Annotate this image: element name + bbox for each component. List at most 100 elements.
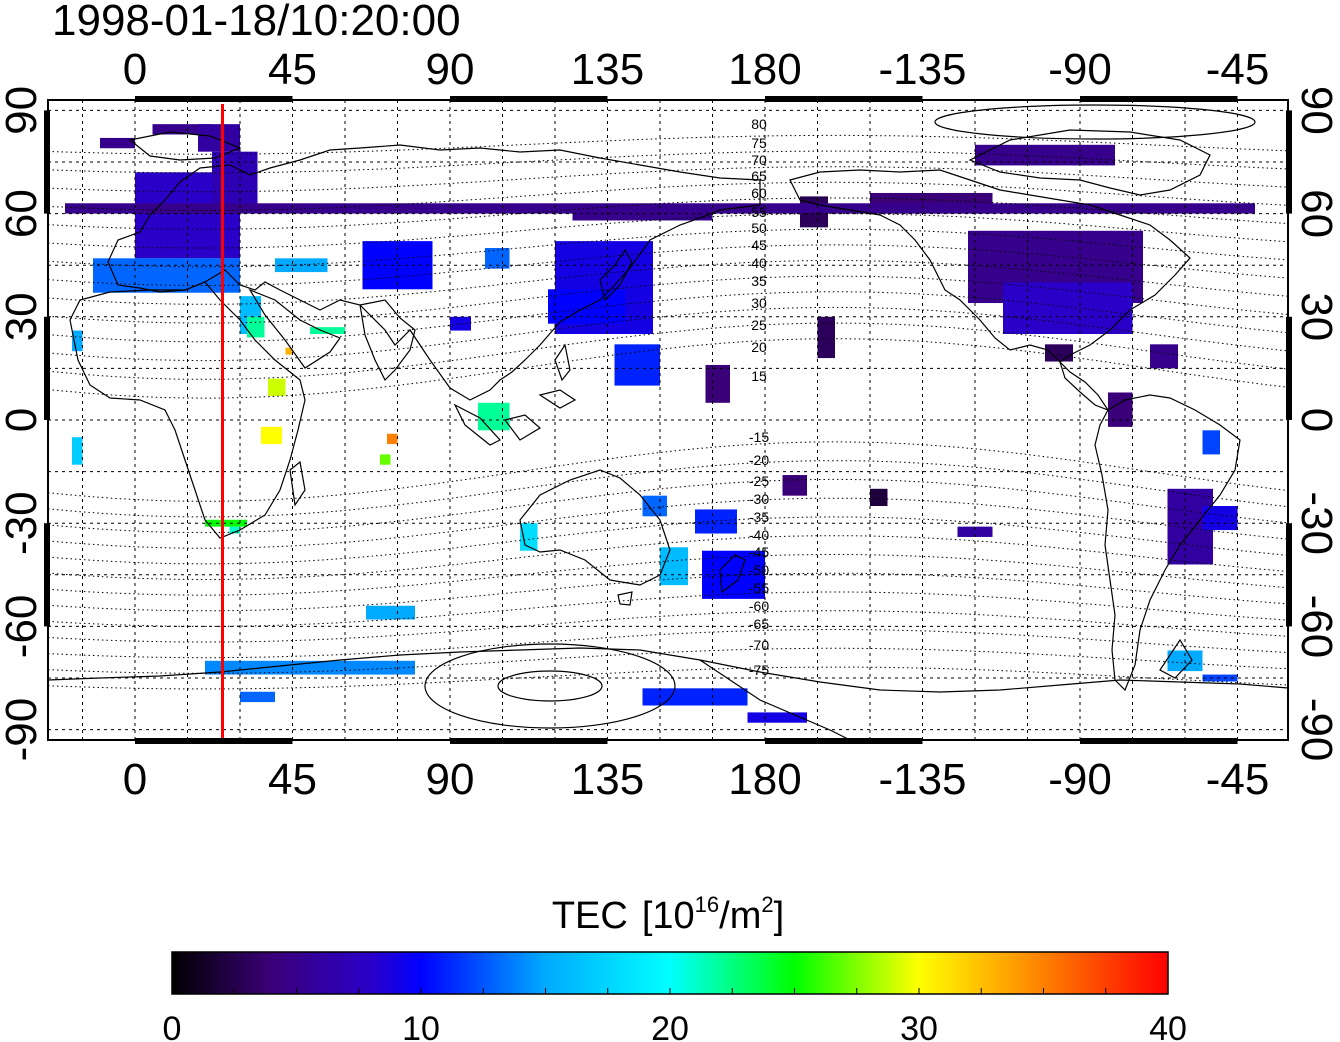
tec-cell <box>380 454 391 465</box>
top-tick-label: 180 <box>728 45 801 94</box>
tec-cell <box>93 258 240 293</box>
tec-cell <box>1202 430 1220 455</box>
top-tick-label: -135 <box>878 45 966 94</box>
tec-cell <box>65 203 1255 214</box>
contour-label: 55 <box>751 204 767 220</box>
coastlines <box>48 129 1288 740</box>
tec-cell <box>72 330 83 352</box>
mlat-contour <box>48 260 1288 305</box>
tec-cell <box>240 691 275 703</box>
colorbar-tick-label: 40 <box>1149 1010 1187 1042</box>
top-tick-label: -45 <box>1206 45 1270 94</box>
bottom-tick-label: 180 <box>728 755 801 804</box>
contour-label: -40 <box>749 527 769 543</box>
tec-cell <box>387 433 398 445</box>
tec-cell <box>705 364 730 403</box>
contour-label: 35 <box>751 273 767 289</box>
bottom-longitude-ticks: 0 45 90 135 180 -135 -90 -45 <box>123 755 1270 804</box>
map-title: 1998-01-18/10:20:00 <box>52 0 461 45</box>
contour-label: -20 <box>749 452 769 468</box>
tec-cell <box>478 402 510 431</box>
right-tick-label: -30 <box>1292 491 1340 555</box>
frame-bar-top <box>450 96 608 102</box>
top-tick-label: -90 <box>1048 45 1112 94</box>
frame-bar-left <box>44 523 50 627</box>
contour-label: -25 <box>749 473 769 489</box>
tec-cell <box>268 378 286 396</box>
contour-label: 20 <box>751 339 767 355</box>
colorbar-tick-label: 0 <box>163 1010 182 1042</box>
bottom-tick-label: 135 <box>571 755 644 804</box>
left-tick-label: -90 <box>0 698 46 762</box>
tec-cell <box>695 509 737 534</box>
tec-cell <box>747 712 807 723</box>
contour-label: 45 <box>751 237 767 253</box>
tec-cell <box>310 327 345 334</box>
contour-label: -65 <box>749 616 769 632</box>
tec-cell <box>1003 282 1133 334</box>
map-area <box>48 100 1288 740</box>
north-oval <box>934 104 1256 140</box>
contour-label: 60 <box>751 185 767 201</box>
frame-bars <box>44 96 1292 744</box>
contour-label: 70 <box>751 152 767 168</box>
tec-cell <box>957 526 993 537</box>
colorbar-tick-label: 30 <box>900 1010 938 1042</box>
mlat-contour <box>48 591 1288 627</box>
tec-cell <box>642 688 748 706</box>
contour-label: -50 <box>749 562 769 578</box>
right-tick-label: 0 <box>1292 408 1340 432</box>
tec-cell <box>642 495 667 517</box>
tec-cell <box>152 124 212 135</box>
mlat-contour <box>48 228 1288 268</box>
mlat-contour <box>48 244 1288 286</box>
contour-label: 40 <box>751 255 767 271</box>
mlat-contour <box>48 291 1288 343</box>
right-tick-label: 30 <box>1292 292 1340 341</box>
tec-cell <box>1045 344 1073 362</box>
frame-bar-bottom <box>765 738 923 744</box>
bottom-tick-label: 90 <box>426 755 475 804</box>
left-latitude-ticks: 90 60 30 0 -30 -60 -90 <box>0 86 46 761</box>
left-tick-label: 0 <box>0 408 46 432</box>
tec-cell <box>261 426 282 445</box>
contour-label: -70 <box>749 637 769 653</box>
tec-cell <box>229 526 240 534</box>
colorbar-tick-label: 20 <box>651 1010 689 1042</box>
colorbar-tick-label: 10 <box>402 1010 440 1042</box>
south-oval-outer <box>424 643 676 729</box>
frame-bar-right <box>1286 110 1292 214</box>
tec-cell <box>72 437 83 465</box>
bottom-tick-label: -90 <box>1048 755 1112 804</box>
frame-bar-left <box>44 110 50 214</box>
tec-cell <box>817 316 835 359</box>
tec-cell <box>198 124 240 152</box>
bottom-tick-label: 0 <box>123 755 147 804</box>
contour-label: 30 <box>751 295 767 311</box>
frame-bar-bottom <box>135 738 293 744</box>
tec-cell <box>870 488 888 506</box>
mlat-contour <box>48 554 1288 596</box>
contour-label: 80 <box>751 116 767 132</box>
contour-label: 15 <box>751 368 767 384</box>
tec-cell <box>366 605 415 620</box>
mlat-contour <box>48 572 1288 612</box>
right-latitude-ticks: 90 60 30 0 -30 -60 -90 <box>1292 86 1340 761</box>
left-tick-label: 30 <box>0 292 46 341</box>
right-tick-label: -90 <box>1292 698 1340 762</box>
right-tick-label: -60 <box>1292 595 1340 659</box>
bottom-tick-label: 45 <box>268 755 317 804</box>
frame-bar-left <box>44 316 50 420</box>
right-tick-label: 90 <box>1292 86 1340 135</box>
tec-cell <box>1108 392 1133 427</box>
bottom-tick-label: -45 <box>1206 755 1270 804</box>
mlat-contour <box>48 213 1288 249</box>
top-tick-label: 90 <box>426 45 475 94</box>
contour-label: -55 <box>749 580 769 596</box>
tec-cell <box>660 547 688 586</box>
frame-bar-bottom <box>1080 738 1238 744</box>
frame-bar-right <box>1286 523 1292 627</box>
contour-label: 75 <box>751 135 767 151</box>
